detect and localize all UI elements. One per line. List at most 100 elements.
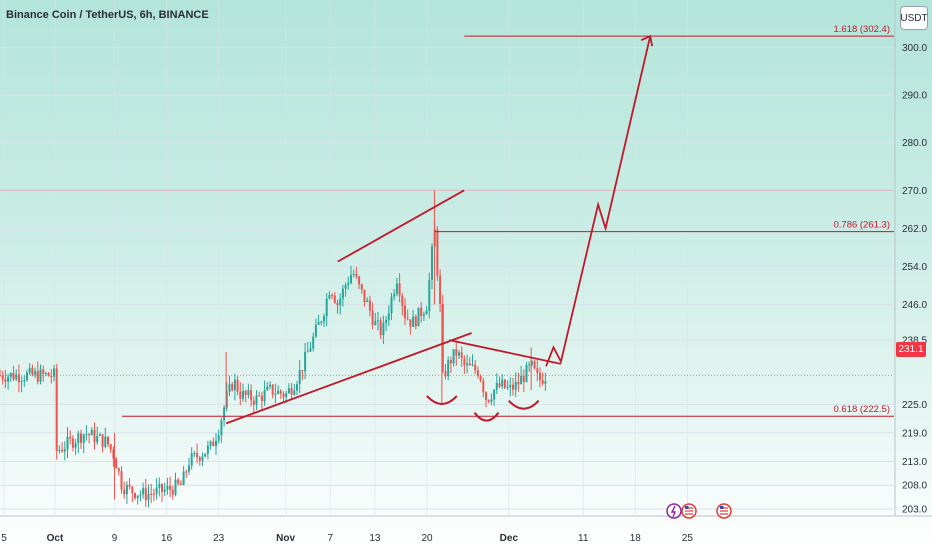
candle-body [282, 393, 285, 398]
y-tick-label: 208.0 [902, 481, 927, 492]
candle-body [301, 370, 304, 372]
candle-body [7, 376, 10, 382]
candle-body [412, 316, 415, 327]
candle-body [328, 295, 331, 299]
candle-body [317, 322, 320, 325]
candle-body [314, 324, 317, 337]
candle-body [482, 380, 485, 393]
candle-body [269, 384, 271, 387]
candle-body [0, 375, 1, 377]
candle-body [530, 361, 533, 365]
candle-body [360, 284, 363, 290]
candle-body [266, 386, 269, 391]
candle-body [460, 352, 463, 359]
candle-body [406, 318, 409, 320]
candle-body [142, 488, 145, 495]
candle-body [17, 374, 20, 383]
candle-body [358, 276, 361, 285]
candle-body [36, 371, 39, 382]
x-tick-label: 9 [112, 533, 118, 544]
candle-body [452, 349, 455, 364]
candle-body [128, 484, 131, 487]
candle-body [98, 434, 101, 436]
candle-body [69, 436, 72, 439]
candle-body [242, 391, 244, 399]
candle-body [134, 493, 136, 499]
candle-body [539, 372, 541, 381]
candle-body [409, 319, 412, 327]
candle-body [271, 384, 274, 395]
candle-body [139, 494, 142, 496]
candle-body [377, 320, 379, 322]
candle-body [150, 493, 153, 495]
candle-body [117, 468, 120, 472]
x-tick-label: Nov [276, 533, 295, 544]
candle-body [296, 384, 298, 391]
y-tick-label: 280.0 [902, 138, 927, 149]
candle-body [250, 390, 253, 401]
candle-body [306, 351, 309, 353]
candle-body [485, 392, 487, 401]
lightning-icon-circle [666, 503, 682, 519]
x-tick-label: Oct [47, 533, 64, 544]
candle-body [4, 379, 7, 382]
candle-body [466, 363, 469, 366]
candle-body [115, 458, 118, 469]
candle-body [23, 380, 26, 382]
us-flag-icon [681, 503, 697, 519]
candle-body [363, 289, 366, 303]
candle-body [55, 368, 58, 451]
trend-line-neckline [449, 339, 562, 365]
candle-body [136, 495, 139, 499]
candle-body [47, 373, 50, 377]
y-tick-label: 213.0 [902, 457, 927, 468]
trend-line-channel-upper [337, 189, 465, 263]
candle-body [90, 429, 93, 436]
trend-line-channel-lower [225, 332, 472, 425]
candle-body [188, 465, 190, 472]
candle-body [204, 453, 207, 457]
y-tick-label: 225.0 [902, 400, 927, 411]
candle-body [166, 485, 169, 490]
candle-body [333, 295, 336, 303]
candle-body [215, 440, 217, 447]
candle-body [404, 305, 406, 319]
pattern-arc-head [473, 411, 500, 422]
candle-body [501, 379, 504, 387]
x-tick-label: 5 [1, 533, 7, 544]
candle-body [439, 275, 442, 305]
candle-body [239, 391, 242, 399]
candle-body [112, 449, 115, 459]
candle-body [277, 390, 280, 394]
candle-body [312, 336, 315, 349]
candle-body [493, 389, 496, 400]
candle-body [468, 363, 471, 366]
candle-body [42, 369, 45, 374]
currency-button[interactable]: USDT [900, 6, 928, 30]
candle-body [390, 296, 393, 314]
candle-body [455, 349, 458, 356]
candle-body [201, 456, 204, 461]
candle-body [490, 399, 493, 402]
candle-body [1, 375, 4, 380]
candle-body [506, 387, 509, 389]
candle-body [193, 452, 196, 454]
candle-body [441, 304, 444, 372]
candle-body [228, 384, 231, 392]
y-tick-label: 262.0 [902, 224, 927, 235]
candle-body [355, 274, 358, 277]
candle-body [171, 489, 174, 495]
candle-body [123, 489, 126, 495]
candle-body [528, 364, 531, 366]
candle-body [495, 383, 498, 390]
candle-body [398, 283, 401, 296]
candle-body [393, 293, 396, 297]
chart-title: Binance Coin / TetherUS, 6h, BINANCE [6, 9, 209, 21]
candle-body [236, 379, 239, 392]
candle-body [395, 283, 398, 294]
candle-body [463, 358, 466, 366]
candle-body [487, 400, 490, 402]
candle-body [63, 449, 66, 452]
candle-body [247, 390, 250, 396]
